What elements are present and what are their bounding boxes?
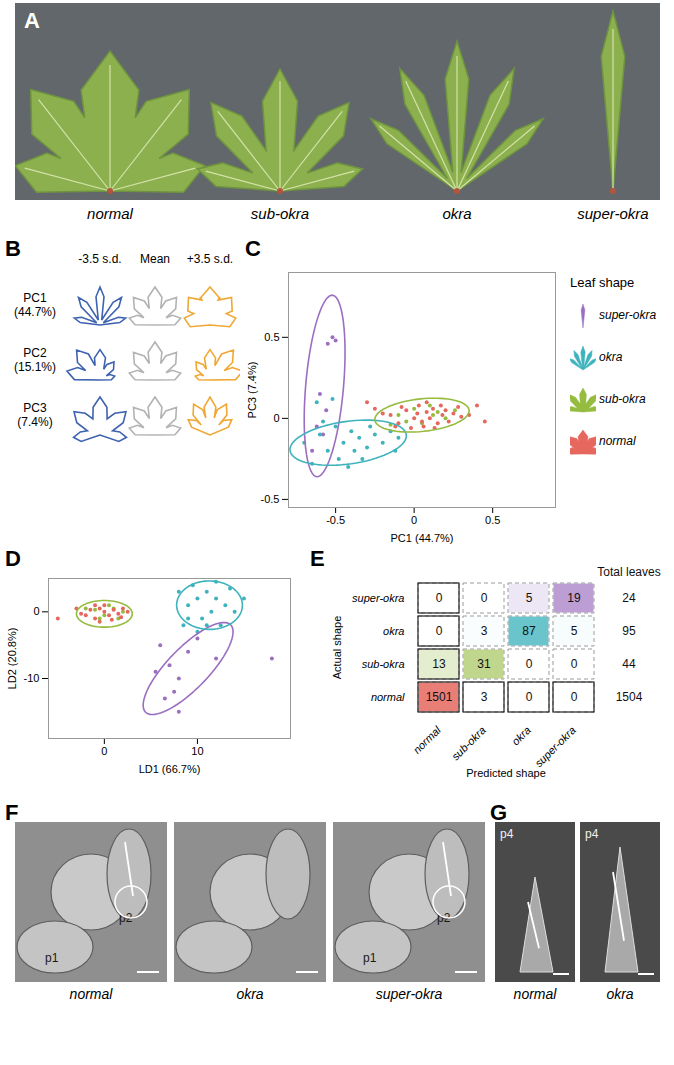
svg-text:5: 5 xyxy=(571,624,578,638)
html-text:okra: okra xyxy=(442,205,472,222)
svg-text:0: 0 xyxy=(526,690,533,704)
svg-text:normal: normal xyxy=(411,723,444,756)
html-text:okra: okra xyxy=(606,986,634,1002)
html-text:PC2: PC2 xyxy=(23,346,47,360)
html-text:D: D xyxy=(5,546,21,571)
html-text:PC1: PC1 xyxy=(23,291,47,305)
svg-text:0: 0 xyxy=(33,605,39,617)
svg-text:super-okra: super-okra xyxy=(352,592,404,604)
svg-text:p2: p2 xyxy=(437,911,451,925)
svg-text:3: 3 xyxy=(481,624,488,638)
svg-text:0: 0 xyxy=(571,690,578,704)
svg-text:0.5: 0.5 xyxy=(264,331,279,343)
svg-text:1504: 1504 xyxy=(616,690,643,704)
html-text:+3.5 s.d.: +3.5 s.d. xyxy=(186,252,234,266)
svg-text:-0.5: -0.5 xyxy=(326,514,345,526)
html-text:sub-okra: sub-okra xyxy=(250,205,310,222)
svg-text:PC1 (44.7%): PC1 (44.7%) xyxy=(391,532,454,544)
html-text:sub-okra: sub-okra xyxy=(599,392,646,406)
html-text:super-okra: super-okra xyxy=(375,986,443,1002)
svg-text:1501: 1501 xyxy=(426,690,453,704)
svg-text:-0.5: -0.5 xyxy=(261,493,280,505)
svg-text:Predicted shape: Predicted shape xyxy=(466,767,546,779)
svg-text:Total leaves: Total leaves xyxy=(597,565,660,579)
svg-text:p1: p1 xyxy=(363,951,377,965)
svg-text:24: 24 xyxy=(622,591,636,605)
html-text:super-okra: super-okra xyxy=(599,308,657,322)
html-text:PC3: PC3 xyxy=(23,401,47,415)
svg-text:LD1 (66.7%): LD1 (66.7%) xyxy=(139,763,201,775)
html-text:normal: normal xyxy=(599,434,636,448)
svg-text:0: 0 xyxy=(273,412,279,424)
svg-text:p2: p2 xyxy=(119,911,133,925)
html-text:normal: normal xyxy=(69,986,113,1002)
html-text:G: G xyxy=(490,800,508,825)
svg-text:normal: normal xyxy=(371,691,405,703)
svg-text:LD2 (20.8%): LD2 (20.8%) xyxy=(6,628,18,690)
svg-text:okra: okra xyxy=(509,724,533,748)
svg-text:p1: p1 xyxy=(45,951,59,965)
svg-text:sub-okra: sub-okra xyxy=(449,724,488,763)
html-text:(44.7%): (44.7%) xyxy=(14,305,56,319)
svg-text:0: 0 xyxy=(101,745,107,757)
html-text:Mean: Mean xyxy=(140,252,170,266)
svg-text:PC3 (7.4%): PC3 (7.4%) xyxy=(246,362,258,419)
svg-text:Actual shape: Actual shape xyxy=(331,616,343,680)
svg-text:0: 0 xyxy=(411,514,417,526)
html-text:normal: normal xyxy=(87,205,133,222)
svg-text:5: 5 xyxy=(526,591,533,605)
html-text:super-okra: super-okra xyxy=(577,205,649,222)
html-text:(7.4%): (7.4%) xyxy=(17,415,53,429)
html-text:C: C xyxy=(245,236,261,261)
svg-text:0.5: 0.5 xyxy=(485,514,500,526)
svg-text:0: 0 xyxy=(571,657,578,671)
svg-text:87: 87 xyxy=(522,624,536,638)
html-text:okra: okra xyxy=(236,986,264,1002)
html-text:F: F xyxy=(5,800,19,825)
svg-text:0: 0 xyxy=(481,591,488,605)
svg-text:sub-okra: sub-okra xyxy=(362,658,405,670)
html-text:A: A xyxy=(24,8,40,33)
html-text:Leaf shape: Leaf shape xyxy=(570,275,635,290)
html-text:-3.5 s.d.: -3.5 s.d. xyxy=(78,252,122,266)
svg-text:super-okra: super-okra xyxy=(532,724,578,770)
svg-text:13: 13 xyxy=(432,657,446,671)
svg-text:10: 10 xyxy=(191,745,203,757)
html-text:E: E xyxy=(310,546,325,571)
html-text:(15.1%): (15.1%) xyxy=(14,360,56,374)
svg-text:19: 19 xyxy=(567,591,581,605)
svg-text:3: 3 xyxy=(481,690,488,704)
svg-text:44: 44 xyxy=(622,657,636,671)
svg-text:p4: p4 xyxy=(500,827,514,841)
svg-text:31: 31 xyxy=(477,657,491,671)
svg-text:p4: p4 xyxy=(585,827,599,841)
html-text:normal: normal xyxy=(513,986,557,1002)
html-text:okra: okra xyxy=(599,350,623,364)
svg-text:okra: okra xyxy=(383,625,404,637)
svg-text:95: 95 xyxy=(622,624,636,638)
html-text:B: B xyxy=(5,236,21,261)
svg-text:0: 0 xyxy=(436,624,443,638)
svg-text:0: 0 xyxy=(436,591,443,605)
svg-text:-10: -10 xyxy=(24,672,40,684)
svg-text:0: 0 xyxy=(526,657,533,671)
